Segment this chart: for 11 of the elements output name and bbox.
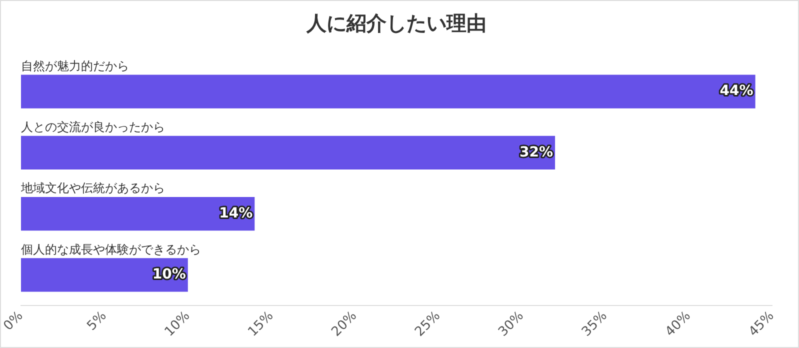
data-label: 10% bbox=[152, 266, 186, 283]
y-tick-label: 人との交流が良かったから bbox=[21, 120, 165, 134]
y-tick-label: 個人的な成長や体験ができるから bbox=[21, 242, 201, 256]
chart-title: 人に紹介したい理由 bbox=[306, 11, 486, 36]
data-label: 32% bbox=[520, 144, 554, 160]
y-tick-label: 自然が魅力的だから bbox=[21, 58, 129, 73]
data-label: 44% bbox=[720, 83, 754, 100]
y-tick-label: 地域文化や伝統があるから bbox=[20, 181, 165, 196]
x-tick-label: 5% bbox=[84, 308, 110, 334]
x-tick-label: 0% bbox=[1, 308, 26, 334]
data-label: 14% bbox=[219, 205, 253, 222]
